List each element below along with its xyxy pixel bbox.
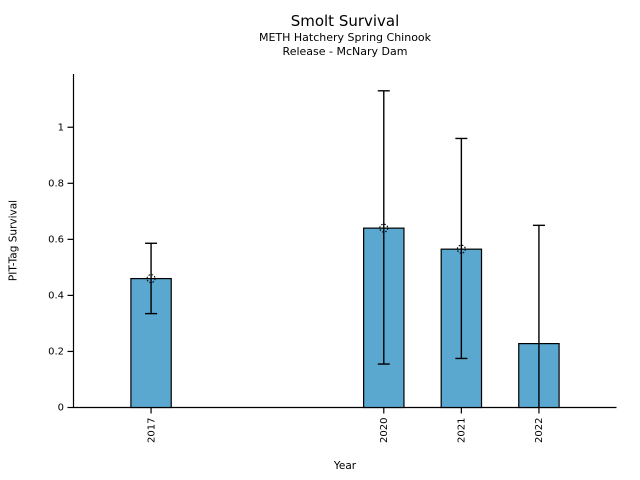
point-marker [456, 244, 466, 254]
y-tick-label: 0.2 [48, 347, 64, 358]
chart-title: Smolt Survival [290, 12, 400, 30]
y-tick-label: 0 [58, 403, 64, 414]
y-tick-label: 0.8 [48, 178, 64, 189]
point-marker [146, 274, 156, 284]
x-tick-label: 2022 [534, 418, 545, 443]
point-marker [379, 223, 389, 233]
x-axis-title: Year [333, 460, 357, 472]
y-tick-label: 1 [58, 122, 64, 133]
chart-subtitle-line1: METH Hatchery Spring Chinook [258, 31, 432, 44]
y-axis-title: PIT-Tag Survival [7, 199, 20, 282]
chart-subtitle-line2: Release - McNary Dam [282, 45, 408, 58]
y-tick-label: 0.6 [48, 235, 64, 246]
x-tick-label: 2021 [457, 418, 468, 443]
y-tick-label: 0.4 [48, 291, 64, 302]
x-tick-label: 2020 [379, 418, 390, 443]
x-tick-label: 2017 [146, 418, 157, 443]
